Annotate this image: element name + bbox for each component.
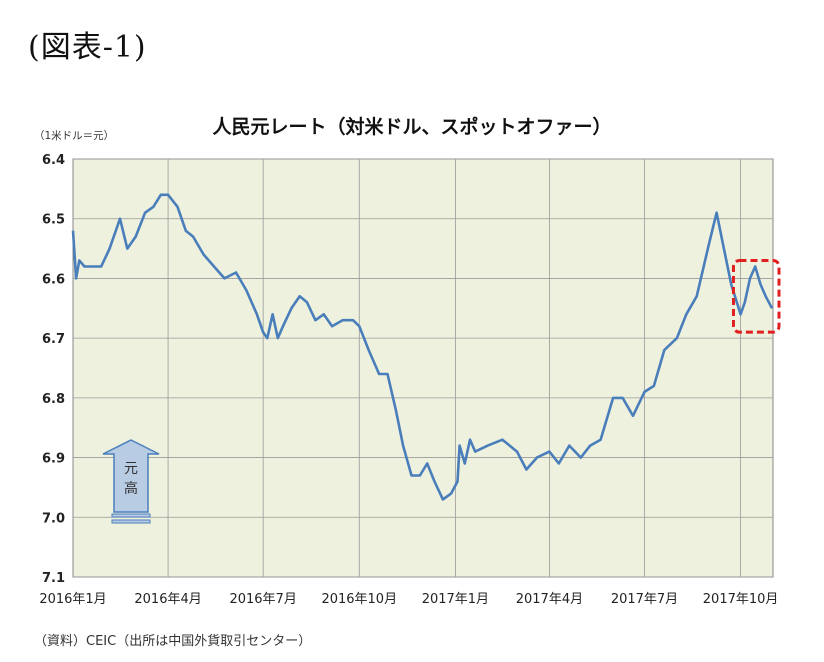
y-tick-label: 6.7: [42, 332, 65, 347]
x-tick-label: 2016年7月: [229, 592, 296, 607]
arrow-head: [102, 439, 160, 513]
x-tick-label: 2016年4月: [134, 592, 201, 607]
series-line-cny-usd: [71, 193, 774, 501]
y-tick-label: 6.8: [42, 392, 65, 407]
x-tick-label: 2017年1月: [422, 592, 489, 607]
yuan-appreciation-arrow: 元 高: [102, 439, 160, 524]
plot-area: [72, 158, 774, 578]
x-tick-label: 2017年4月: [516, 592, 583, 607]
x-axis-ticks: 2016年1月 2016年4月 2016年7月 2016年10月 2017年1月 2017…: [39, 592, 778, 607]
x-tick-label: 2017年7月: [611, 592, 678, 607]
highlight-box: [731, 259, 781, 334]
y-tick-label: 6.9: [42, 452, 65, 467]
grid-lines: [73, 158, 773, 578]
figure-label: (図表-1): [28, 30, 147, 65]
x-tick-label: 2016年1月: [39, 592, 106, 607]
y-tick-label: 6.4: [42, 153, 65, 168]
arrow-base-1: [111, 513, 151, 518]
x-tick-label: 2017年10月: [703, 592, 779, 607]
y-axis-ticks: 6.4 6.5 6.6 6.7 6.8 6.9 7.0 7.1: [42, 153, 65, 586]
unit-label: （1米ドル＝元）: [34, 130, 115, 142]
x-tick-label: 2016年10月: [321, 592, 397, 607]
chart-title: 人民元レート（対米ドル、スポットオファー）: [212, 116, 612, 138]
y-tick-label: 6.6: [42, 272, 65, 287]
y-tick-label: 7.0: [42, 511, 65, 526]
y-tick-label: 7.1: [42, 571, 65, 586]
arrow-label-yuan: 元: [124, 461, 138, 477]
y-tick-label: 6.5: [42, 213, 65, 228]
source-note: （資料）CEIC（出所は中国外貨取引センター）: [34, 634, 312, 649]
arrow-base-2: [111, 519, 151, 524]
arrow-label-high: 高: [124, 480, 138, 497]
